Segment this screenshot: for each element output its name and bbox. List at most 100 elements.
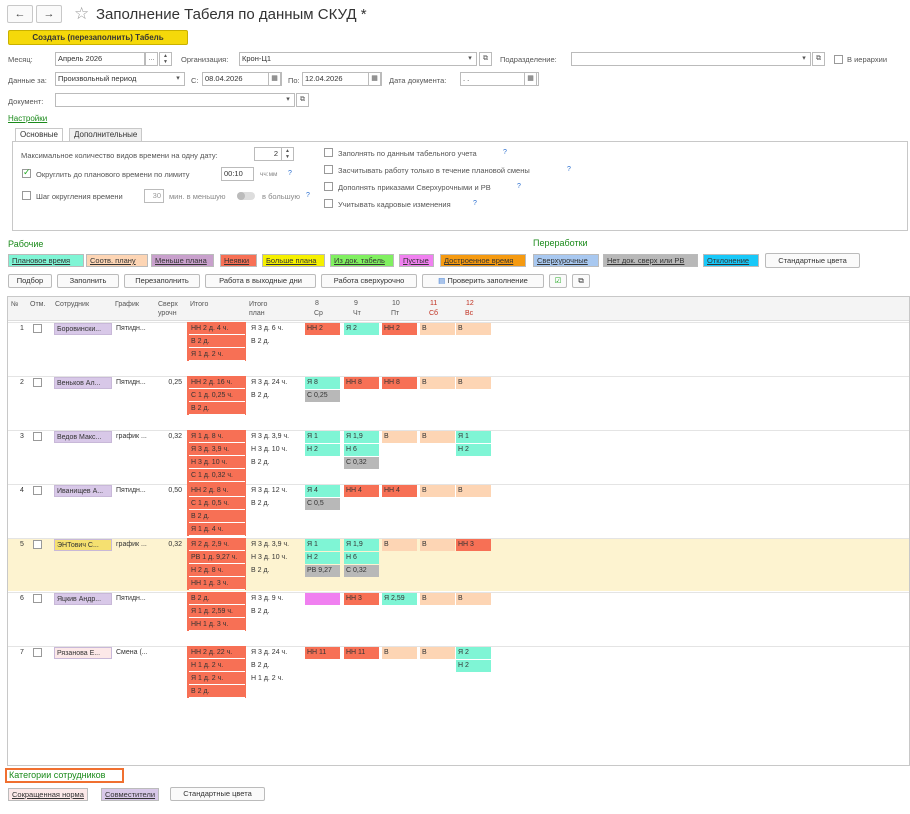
day-cell[interactable]: В xyxy=(420,431,455,443)
org-dropdown-icon[interactable]: ▾ xyxy=(464,52,477,66)
day-cell[interactable]: Н 2 xyxy=(456,660,491,672)
employee-name[interactable]: Веньков Ал... xyxy=(54,377,112,389)
step-help-icon[interactable]: ? xyxy=(306,192,310,199)
day-cell[interactable]: Я 1 xyxy=(305,539,340,551)
row-checkbox[interactable] xyxy=(33,486,42,495)
row-checkbox[interactable] xyxy=(33,594,42,603)
refill-button[interactable]: Перезаполнить xyxy=(124,274,200,288)
hierarchy-checkbox[interactable] xyxy=(834,55,843,64)
legend-working-4[interactable]: Больше плана xyxy=(262,254,325,267)
org-open-icon[interactable]: ⧉ xyxy=(479,52,492,66)
max-types-input[interactable]: 2 xyxy=(254,147,282,161)
employee-name[interactable]: ЭНТович С... xyxy=(54,539,112,551)
legend-overtime-2[interactable]: Отклонение xyxy=(703,254,759,267)
day-cell[interactable]: Я 1,9 xyxy=(344,539,379,551)
step-checkbox[interactable] xyxy=(22,191,31,200)
day-cell[interactable]: НН 8 xyxy=(344,377,379,389)
row-checkbox[interactable] xyxy=(33,540,42,549)
create-tabel-button[interactable]: Создать (перезаполнить) Табель xyxy=(8,30,188,45)
doc-date-input[interactable]: . . xyxy=(460,72,539,86)
from-date-input[interactable]: 08.04.2026 xyxy=(202,72,282,86)
standard-colors-button[interactable]: Стандартные цвета xyxy=(765,253,860,268)
settings-link[interactable]: Настройки xyxy=(8,114,48,123)
legend-working-2[interactable]: Меньше плана xyxy=(151,254,214,267)
dept-dropdown-icon[interactable]: ▾ xyxy=(798,52,811,66)
day-cell[interactable]: В xyxy=(456,377,491,389)
back-button[interactable]: ← xyxy=(7,5,33,23)
day-cell[interactable]: С 0,5 xyxy=(305,498,340,510)
categories-standard-colors-button[interactable]: Стандартные цвета xyxy=(170,787,265,801)
to-calendar-icon[interactable]: ▦ xyxy=(368,72,381,86)
select-button[interactable]: Подбор xyxy=(8,274,52,288)
category-reduced-norm[interactable]: Сокращенная норма xyxy=(8,788,88,801)
day-cell[interactable]: В xyxy=(382,647,417,659)
day-cell[interactable]: Н 2 xyxy=(305,552,340,564)
option-help-icon-3[interactable]: ? xyxy=(517,183,521,190)
month-select-button[interactable]: ... xyxy=(145,52,158,66)
day-cell[interactable]: В xyxy=(420,647,455,659)
legend-working-3[interactable]: Неявки xyxy=(220,254,257,267)
weekend-work-button[interactable]: Работа в выходные дни xyxy=(205,274,316,288)
row-checkbox[interactable] xyxy=(33,648,42,657)
employee-name[interactable]: Ведов Макс... xyxy=(54,431,112,443)
day-cell[interactable]: В xyxy=(456,485,491,497)
day-cell[interactable] xyxy=(305,593,340,605)
forward-button[interactable]: → xyxy=(36,5,62,23)
day-cell[interactable]: НН 3 xyxy=(344,593,379,605)
document-dropdown-icon[interactable]: ▾ xyxy=(282,93,295,107)
employee-name[interactable]: Яцкив Андр... xyxy=(54,593,112,605)
from-calendar-icon[interactable]: ▦ xyxy=(268,72,281,86)
day-cell[interactable]: НН 11 xyxy=(344,647,379,659)
fill-button[interactable]: Заполнить xyxy=(57,274,119,288)
tab-additional[interactable]: Дополнительные xyxy=(69,128,143,142)
option-checkbox-1[interactable] xyxy=(324,148,333,157)
row-checkbox[interactable] xyxy=(33,378,42,387)
day-cell[interactable]: НН 3 xyxy=(456,539,491,551)
day-cell[interactable]: Я 8 xyxy=(305,377,340,389)
day-cell[interactable]: Я 4 xyxy=(305,485,340,497)
legend-working-5[interactable]: Из док. табель xyxy=(330,254,394,267)
org-input[interactable]: Крон-Ц1 xyxy=(239,52,476,66)
legend-working-7[interactable]: Достроенное время xyxy=(440,254,526,267)
option-help-icon-4[interactable]: ? xyxy=(473,200,477,207)
option-help-icon-1[interactable]: ? xyxy=(503,149,507,156)
check-fill-button[interactable]: ▤ Проверить заполнение xyxy=(422,274,544,288)
month-stepper[interactable]: ▲ ▼ xyxy=(159,52,172,66)
day-cell[interactable]: В xyxy=(420,539,455,551)
day-cell[interactable]: НН 8 xyxy=(382,377,417,389)
day-cell[interactable]: В xyxy=(382,431,417,443)
category-part-timers[interactable]: Совместители xyxy=(101,788,160,801)
day-cell[interactable]: НН 2 xyxy=(382,323,417,335)
round-help-icon[interactable]: ? xyxy=(288,170,292,177)
data-period-select[interactable]: Произвольный период xyxy=(55,72,185,86)
document-open-icon[interactable]: ⧉ xyxy=(296,93,309,107)
employee-name[interactable]: Боровински... xyxy=(54,323,112,335)
tab-main[interactable]: Основные xyxy=(15,128,63,142)
legend-overtime-1[interactable]: Нет док. сверх или РВ xyxy=(603,254,698,267)
round-limit-input[interactable]: 00:10 xyxy=(221,167,254,181)
period-dropdown-icon[interactable]: ▾ xyxy=(172,72,185,86)
row-checkbox[interactable] xyxy=(33,324,42,333)
max-types-stepper[interactable]: ▲ ▼ xyxy=(281,147,294,161)
day-cell[interactable]: В xyxy=(420,593,455,605)
day-cell[interactable]: С 0,32 xyxy=(344,565,379,577)
employee-name[interactable]: Иванищев А... xyxy=(54,485,112,497)
day-cell[interactable]: В xyxy=(420,323,455,335)
day-cell[interactable]: Я 2 xyxy=(456,647,491,659)
option-help-icon-2[interactable]: ? xyxy=(567,166,571,173)
day-cell[interactable]: В xyxy=(420,377,455,389)
day-cell[interactable]: Я 1,9 xyxy=(344,431,379,443)
legend-working-1[interactable]: Соотв. плану xyxy=(86,254,148,267)
day-cell[interactable]: НН 2 xyxy=(305,323,340,335)
to-date-input[interactable]: 12.04.2026 xyxy=(302,72,382,86)
day-cell[interactable]: Я 2,59 xyxy=(382,593,417,605)
option-checkbox-3[interactable] xyxy=(324,182,333,191)
step-input[interactable]: 30 xyxy=(144,189,164,203)
day-cell[interactable]: С 0,32 xyxy=(344,457,379,469)
check-all-icon[interactable]: ☑ xyxy=(549,274,567,288)
day-cell[interactable]: Н 6 xyxy=(344,444,379,456)
step-direction-toggle[interactable] xyxy=(237,192,255,200)
option-checkbox-2[interactable] xyxy=(324,165,333,174)
day-cell[interactable]: РВ 9,27 xyxy=(305,565,340,577)
day-cell[interactable]: С 0,25 xyxy=(305,390,340,402)
